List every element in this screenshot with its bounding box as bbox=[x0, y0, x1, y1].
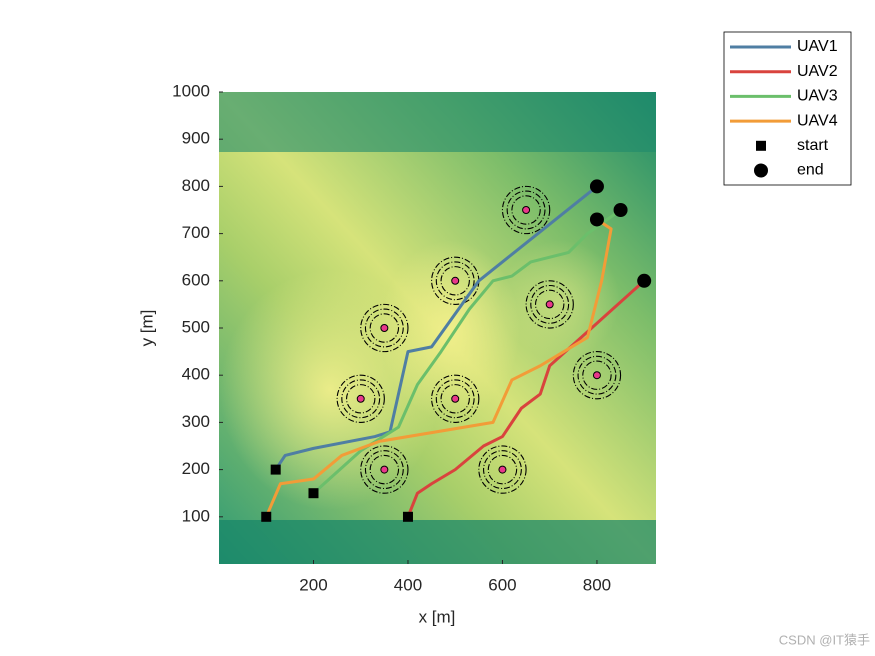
uav-path bbox=[406, 279, 646, 518]
threat-ring bbox=[511, 195, 541, 225]
y-tick-label: 1000 bbox=[172, 81, 210, 100]
legend-label: UAV3 bbox=[797, 88, 838, 105]
end-marker bbox=[589, 179, 604, 194]
y-tick-label: 300 bbox=[182, 412, 210, 431]
threat-ring bbox=[572, 351, 622, 400]
threat-center bbox=[356, 394, 365, 403]
watermark: CSDN @IT猿手 bbox=[779, 632, 870, 647]
threat-ring bbox=[346, 384, 376, 414]
x-tick-label: 800 bbox=[583, 575, 611, 594]
threat-ring bbox=[501, 185, 551, 235]
legend-label: UAV2 bbox=[797, 63, 838, 80]
threat-ring bbox=[525, 280, 574, 329]
end-marker bbox=[589, 212, 604, 227]
y-tick-label: 500 bbox=[182, 317, 210, 336]
threat-ring bbox=[440, 384, 470, 414]
threat-ring bbox=[336, 374, 385, 423]
plot-area bbox=[261, 179, 652, 522]
threat-center bbox=[592, 371, 601, 380]
threat-ring bbox=[435, 379, 475, 419]
threat-ring bbox=[435, 261, 475, 301]
threat-ring bbox=[530, 284, 570, 324]
threat-ring bbox=[506, 190, 546, 230]
threat-ring bbox=[440, 266, 470, 296]
threat-ring bbox=[364, 450, 404, 490]
threat-center bbox=[522, 206, 531, 214]
start-marker bbox=[402, 511, 413, 522]
start-marker bbox=[308, 488, 319, 499]
legend-label: UAV1 bbox=[797, 38, 838, 55]
start-marker bbox=[261, 511, 272, 522]
legend-swatch bbox=[756, 140, 766, 151]
end-marker bbox=[613, 203, 628, 217]
threat-ring bbox=[360, 445, 409, 494]
threat-ring bbox=[364, 308, 404, 348]
threat-ring bbox=[487, 454, 518, 485]
start-marker bbox=[270, 464, 281, 475]
legend-swatch bbox=[754, 163, 768, 178]
threat-ring bbox=[478, 445, 527, 494]
threat-ring bbox=[483, 450, 522, 490]
y-tick-label: 400 bbox=[182, 365, 210, 384]
y-tick-label: 600 bbox=[182, 270, 210, 289]
threat-ring bbox=[369, 313, 400, 343]
legend-label: start bbox=[797, 137, 829, 154]
uav-path bbox=[312, 208, 622, 495]
threat-ring bbox=[577, 355, 617, 395]
x-tick-label: 600 bbox=[488, 575, 516, 594]
threat-ring bbox=[369, 454, 400, 485]
threat-center bbox=[380, 465, 389, 474]
threat-ring bbox=[431, 374, 480, 423]
y-tick-label: 200 bbox=[182, 459, 210, 478]
threat-ring bbox=[341, 379, 381, 419]
x-tick-label: 400 bbox=[394, 575, 422, 594]
legend-label: UAV4 bbox=[797, 112, 838, 129]
threat-ring bbox=[582, 360, 612, 390]
threat-center bbox=[451, 394, 460, 403]
end-marker bbox=[637, 273, 652, 288]
x-axis-label: x [m] bbox=[419, 607, 456, 626]
y-axis-label: y [m] bbox=[137, 310, 156, 347]
threat-center bbox=[498, 465, 507, 474]
legend-label: end bbox=[797, 162, 824, 179]
threat-center bbox=[545, 300, 554, 309]
y-tick-label: 100 bbox=[182, 506, 210, 525]
y-tick-label: 800 bbox=[182, 176, 210, 195]
threat-ring bbox=[534, 289, 565, 320]
threat-center bbox=[380, 324, 389, 332]
y-tick-label: 900 bbox=[182, 129, 210, 148]
threat-ring bbox=[360, 303, 409, 353]
uav-path bbox=[264, 218, 613, 518]
y-tick-label: 700 bbox=[182, 223, 210, 242]
threat-center bbox=[451, 276, 460, 285]
x-tick-label: 200 bbox=[299, 575, 327, 594]
legend: UAV1 UAV2 UAV3 UAV4 start end bbox=[723, 31, 852, 186]
